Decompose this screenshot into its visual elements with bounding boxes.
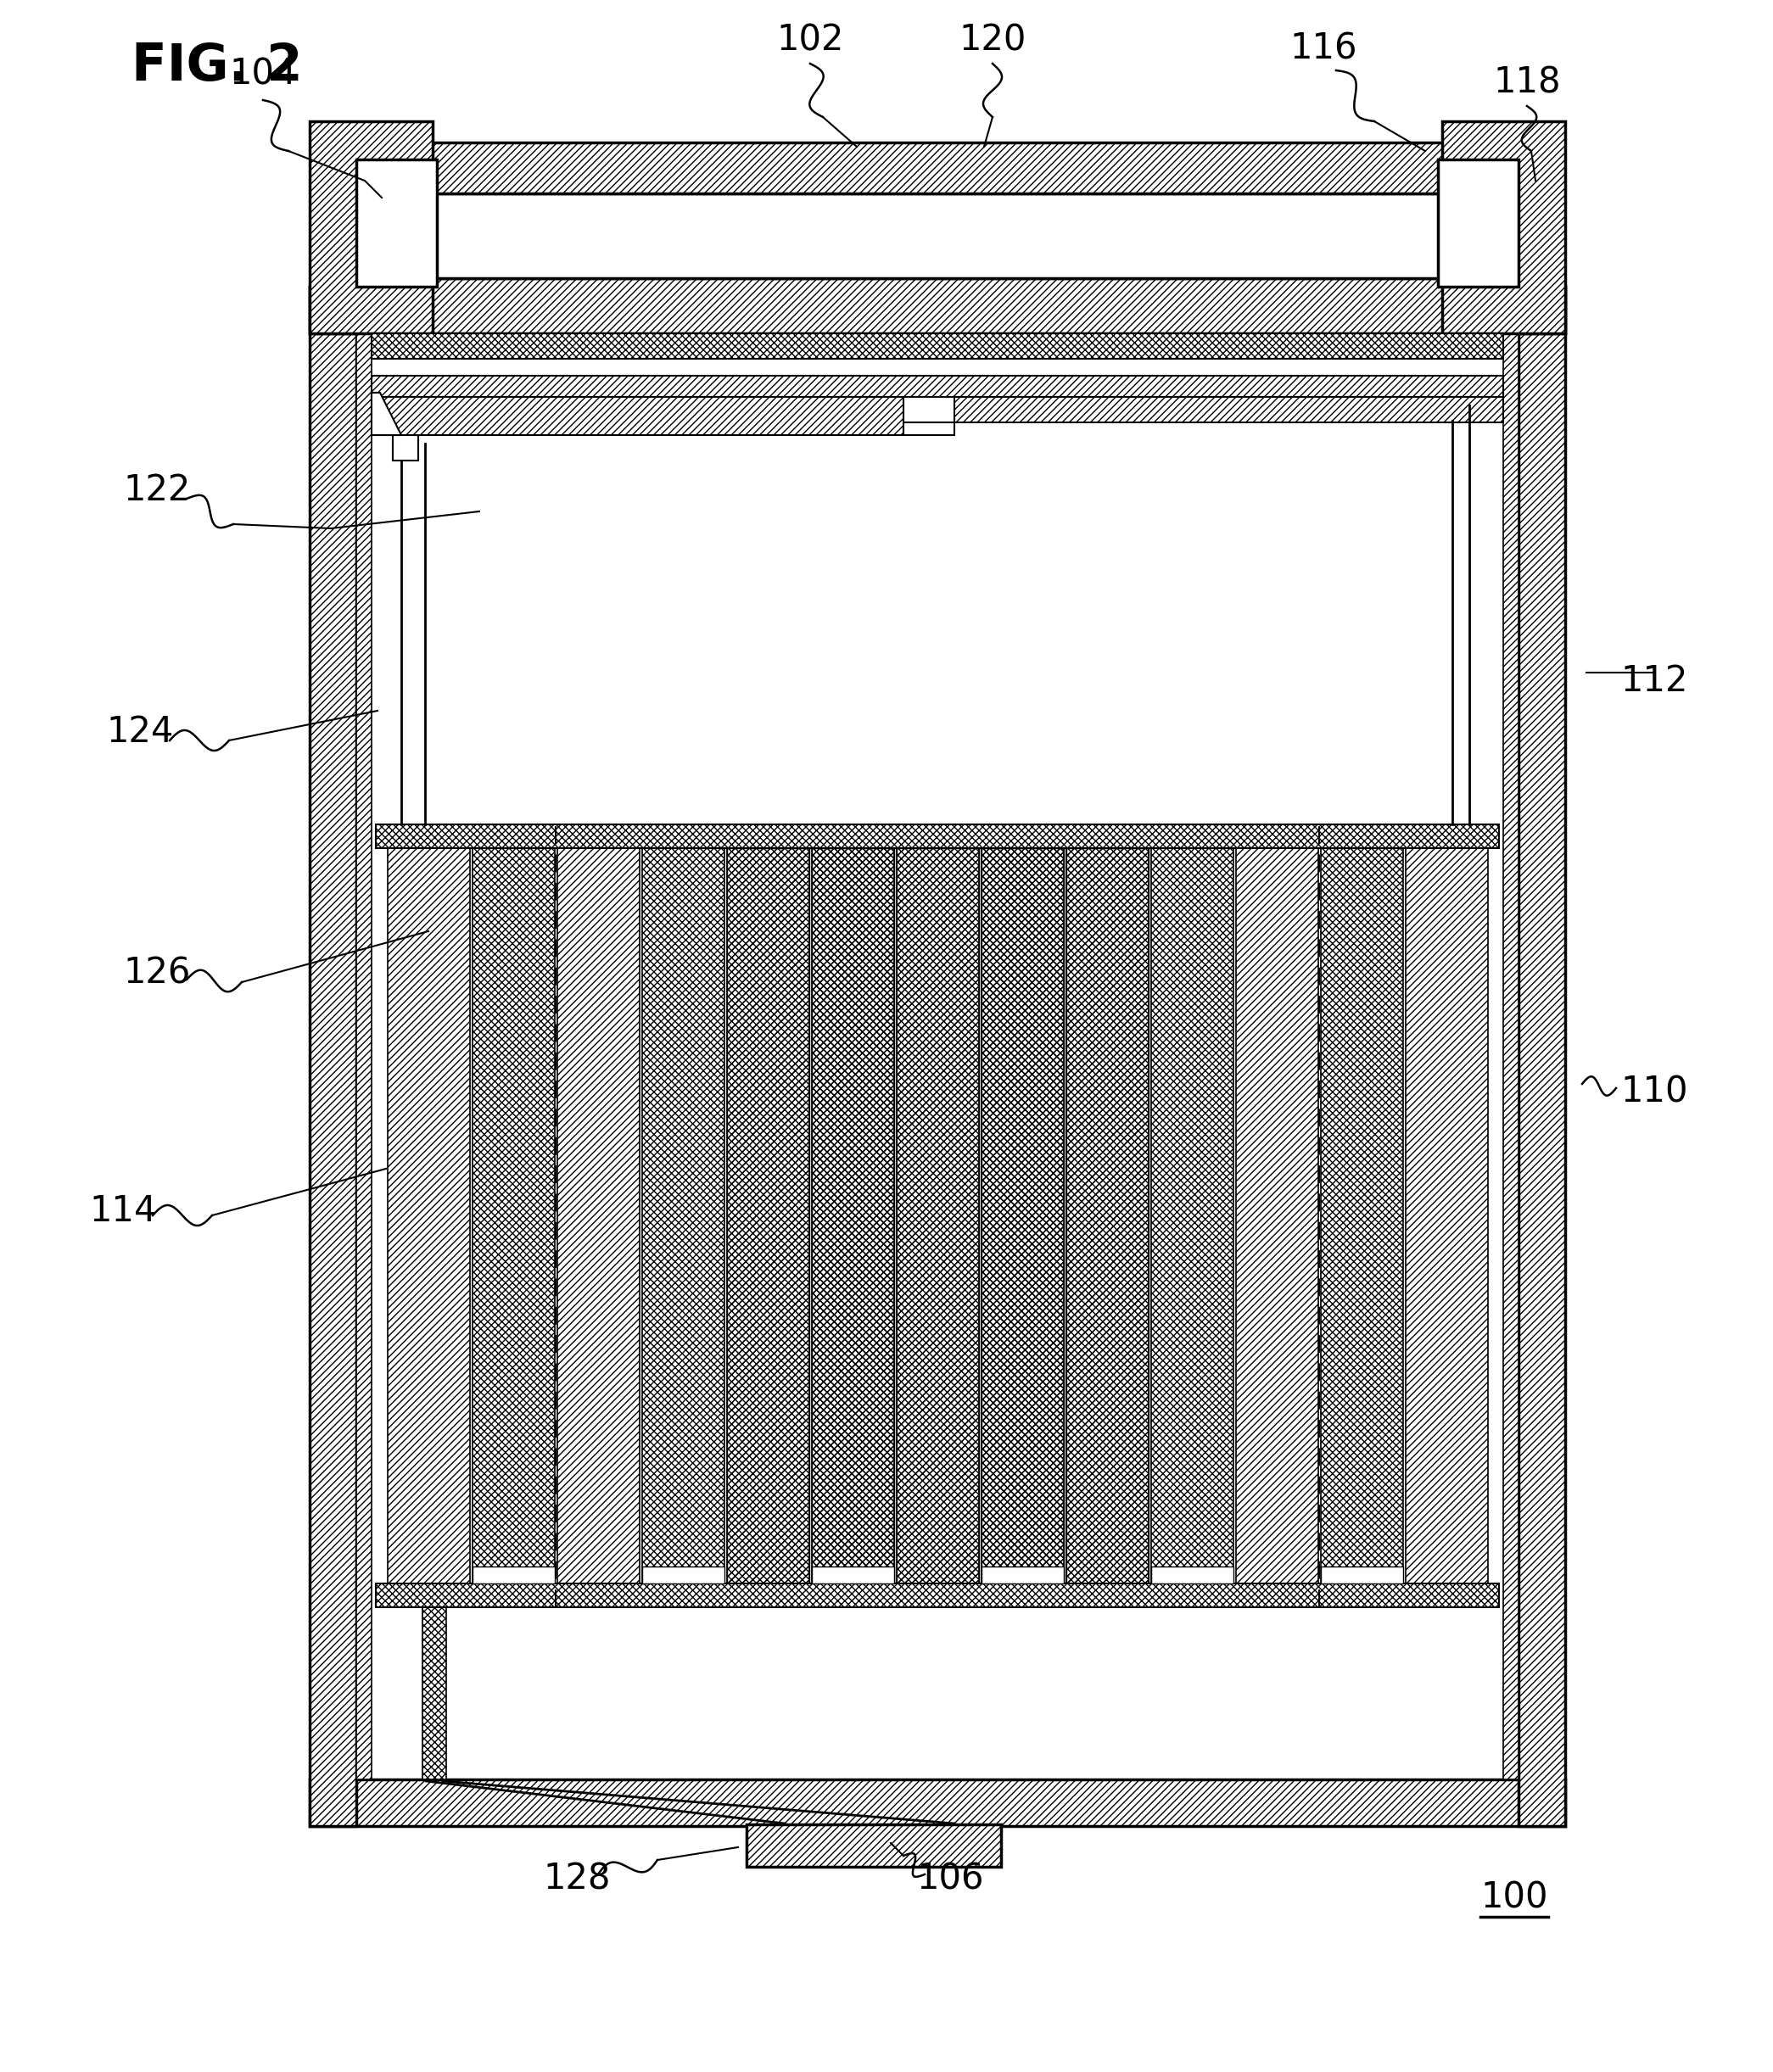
Bar (1406, 847, 1488, 1583)
Bar (1518, 286, 1566, 1825)
Bar (812, 847, 894, 1583)
Bar (422, 1583, 447, 1780)
Text: 106: 106 (917, 1861, 984, 1896)
Bar (310, 286, 433, 334)
Bar (356, 334, 372, 1780)
Bar (310, 286, 356, 1825)
Bar (1151, 847, 1232, 1583)
Text: FIG. 2: FIG. 2 (131, 41, 303, 91)
Bar (1321, 1566, 1402, 1583)
Bar (1066, 847, 1149, 1583)
Bar (904, 423, 954, 435)
Bar (408, 143, 1468, 193)
Bar (812, 1566, 894, 1583)
Text: 112: 112 (1621, 663, 1688, 698)
Bar (1066, 847, 1149, 1583)
Bar (727, 847, 808, 1583)
Text: 124: 124 (106, 715, 174, 750)
Polygon shape (372, 394, 401, 435)
Bar (372, 375, 1504, 398)
Text: 122: 122 (124, 472, 190, 508)
Text: 114: 114 (89, 1193, 156, 1229)
Text: 110: 110 (1621, 1075, 1688, 1111)
Bar (472, 847, 555, 1583)
Bar (954, 398, 1504, 423)
Bar (376, 1583, 1498, 1608)
Text: 120: 120 (959, 23, 1027, 58)
Text: 128: 128 (543, 1861, 610, 1896)
Bar (376, 825, 1498, 847)
Text: 118: 118 (1493, 66, 1560, 102)
Text: 100: 100 (1480, 1879, 1548, 1917)
Bar (642, 847, 723, 1583)
Bar (557, 847, 640, 1583)
Bar (422, 278, 1452, 334)
Text: 102: 102 (777, 23, 844, 58)
Bar (372, 334, 1504, 358)
Bar (472, 1566, 555, 1583)
Bar (897, 847, 979, 1583)
Text: 104: 104 (229, 56, 296, 93)
Bar (356, 160, 436, 286)
Bar (746, 1823, 1002, 1867)
Bar (812, 847, 894, 1583)
Bar (642, 1566, 723, 1583)
Bar (1236, 847, 1317, 1583)
Bar (1441, 286, 1566, 334)
Bar (310, 1780, 1566, 1825)
Bar (426, 193, 1450, 278)
Bar (1504, 334, 1518, 1780)
Bar (1151, 1566, 1232, 1583)
Bar (897, 847, 979, 1583)
Bar (980, 847, 1064, 1583)
Bar (1321, 847, 1402, 1583)
Bar (372, 398, 904, 435)
Bar (310, 122, 433, 334)
Bar (980, 847, 1064, 1583)
Bar (387, 847, 1489, 1583)
Text: 116: 116 (1289, 31, 1356, 66)
Bar (980, 1566, 1064, 1583)
Text: 126: 126 (124, 955, 191, 992)
Bar (394, 398, 418, 460)
Bar (1441, 122, 1566, 334)
Bar (727, 847, 808, 1583)
Bar (1438, 160, 1518, 286)
Bar (387, 847, 470, 1583)
